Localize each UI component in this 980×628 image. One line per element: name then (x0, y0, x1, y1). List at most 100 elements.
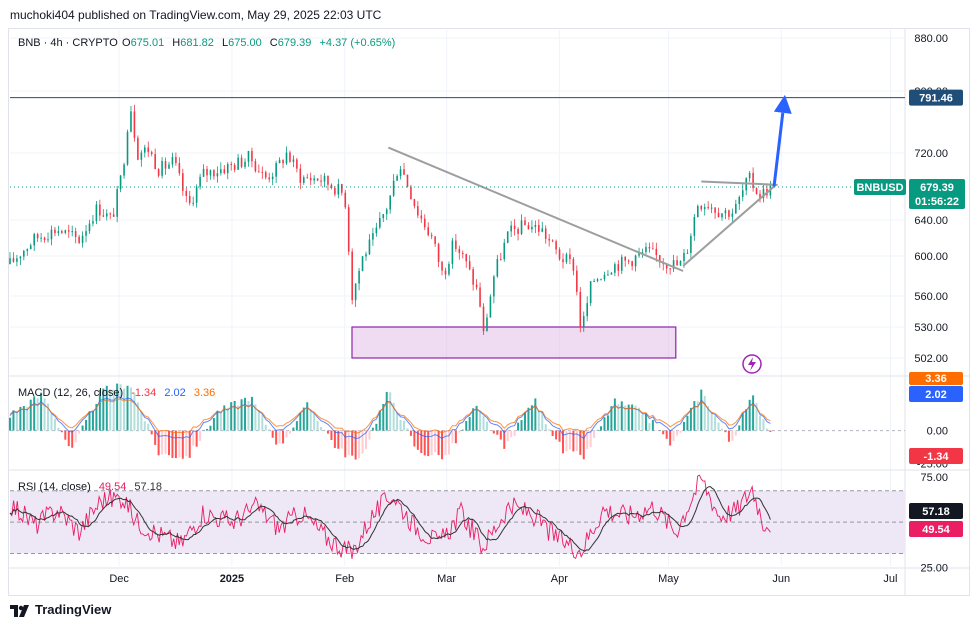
candle[interactable] (213, 170, 215, 177)
candle[interactable] (36, 234, 39, 239)
candle[interactable] (499, 258, 502, 260)
candle[interactable] (572, 259, 575, 271)
candle[interactable] (527, 225, 530, 230)
candle[interactable] (140, 152, 143, 160)
candle[interactable] (406, 174, 409, 187)
candle[interactable] (323, 175, 326, 182)
candle[interactable] (341, 183, 343, 193)
candle[interactable] (703, 207, 706, 210)
candle[interactable] (74, 231, 77, 237)
candle[interactable] (258, 171, 260, 173)
candle[interactable] (690, 235, 692, 253)
candle[interactable] (16, 258, 18, 262)
candle[interactable] (658, 255, 661, 263)
candle[interactable] (700, 206, 703, 210)
candle[interactable] (358, 270, 360, 284)
macd-layer[interactable] (9, 383, 772, 460)
candle[interactable] (244, 161, 246, 167)
candle[interactable] (102, 215, 105, 217)
candle[interactable] (735, 204, 737, 214)
candle[interactable] (475, 284, 478, 288)
candle[interactable] (171, 156, 174, 165)
candle[interactable] (607, 274, 609, 276)
candle[interactable] (9, 258, 11, 264)
candle[interactable] (548, 238, 550, 241)
candle[interactable] (524, 220, 526, 226)
candle[interactable] (195, 186, 198, 203)
candle[interactable] (150, 152, 153, 155)
candle[interactable] (565, 254, 568, 263)
candle[interactable] (47, 239, 49, 241)
candle[interactable] (382, 214, 385, 219)
candle[interactable] (496, 258, 499, 277)
candle[interactable] (330, 184, 333, 189)
candle[interactable] (465, 254, 468, 262)
candle[interactable] (192, 202, 194, 204)
candle[interactable] (558, 249, 561, 260)
candle[interactable] (517, 228, 519, 234)
candle[interactable] (541, 228, 544, 232)
candle[interactable] (714, 207, 716, 213)
candle[interactable] (593, 280, 595, 282)
candle[interactable] (188, 196, 191, 203)
candle[interactable] (624, 256, 627, 261)
candle[interactable] (116, 189, 118, 217)
candle[interactable] (233, 165, 236, 170)
candle[interactable] (220, 169, 222, 174)
candle[interactable] (413, 199, 416, 207)
candle[interactable] (513, 225, 516, 229)
candle[interactable] (679, 261, 682, 266)
candle[interactable] (206, 168, 208, 176)
candle[interactable] (538, 224, 540, 232)
candle[interactable] (486, 317, 488, 332)
candle[interactable] (655, 248, 658, 256)
candle[interactable] (164, 161, 167, 169)
candle[interactable] (510, 225, 512, 232)
candle[interactable] (202, 168, 205, 177)
candle-layer[interactable] (9, 104, 772, 335)
candle[interactable] (157, 169, 160, 176)
candle[interactable] (316, 178, 319, 181)
candle[interactable] (26, 249, 29, 251)
candle[interactable] (123, 164, 125, 176)
candle[interactable] (278, 159, 281, 164)
candle[interactable] (230, 163, 233, 166)
candle[interactable] (168, 164, 170, 169)
candle[interactable] (399, 169, 402, 177)
candle[interactable] (247, 150, 250, 162)
candle[interactable] (334, 188, 336, 195)
candle[interactable] (12, 258, 15, 262)
candle[interactable] (427, 227, 430, 236)
candle[interactable] (112, 214, 115, 217)
candle[interactable] (686, 252, 689, 254)
candle[interactable] (672, 260, 675, 269)
candle[interactable] (92, 221, 94, 224)
candle[interactable] (289, 152, 291, 162)
candle[interactable] (506, 231, 509, 243)
candle[interactable] (423, 218, 426, 228)
candle[interactable] (707, 207, 709, 209)
candle[interactable] (389, 195, 391, 210)
candle[interactable] (569, 254, 571, 260)
candle[interactable] (223, 169, 226, 174)
candle[interactable] (596, 279, 599, 281)
candle[interactable] (652, 248, 654, 250)
candle[interactable] (337, 183, 340, 195)
candle[interactable] (78, 236, 80, 243)
candle[interactable] (555, 241, 557, 250)
candle[interactable] (347, 207, 350, 252)
candle[interactable] (29, 245, 32, 250)
candle[interactable] (57, 231, 60, 234)
candle[interactable] (109, 213, 112, 215)
candle[interactable] (717, 212, 720, 218)
candle[interactable] (534, 224, 537, 227)
candle[interactable] (531, 226, 533, 230)
candle[interactable] (99, 204, 101, 216)
candle[interactable] (365, 254, 367, 257)
candle[interactable] (461, 252, 464, 255)
candle[interactable] (441, 261, 443, 271)
candle[interactable] (50, 229, 53, 240)
candle[interactable] (61, 231, 63, 233)
candle[interactable] (437, 243, 440, 262)
candle[interactable] (620, 256, 623, 271)
